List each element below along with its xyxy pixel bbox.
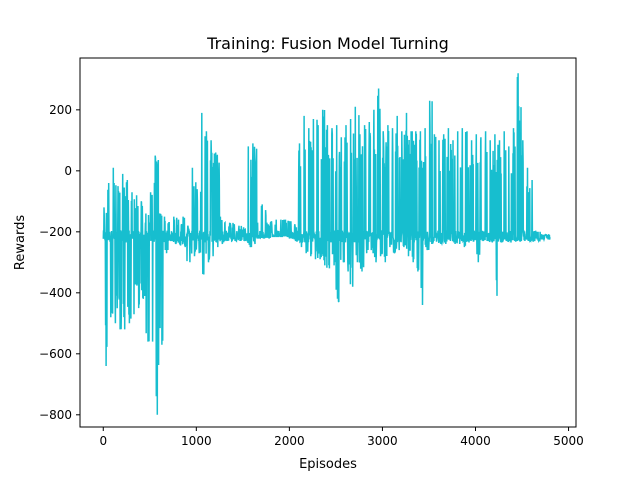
y-tick-label: 0 <box>64 164 72 178</box>
x-tick-label: 1000 <box>181 434 212 448</box>
plot-data <box>102 73 551 415</box>
x-tick-label: 2000 <box>274 434 305 448</box>
x-tick-label: 0 <box>99 434 107 448</box>
y-axis-ticks: −800 −600 −400 −200 0 200 <box>39 103 80 422</box>
y-tick-label: −400 <box>39 286 72 300</box>
x-tick-label: 3000 <box>367 434 398 448</box>
y-tick-label: −200 <box>39 225 72 239</box>
x-axis-label: Episodes <box>299 457 357 472</box>
rewards-series-line <box>102 73 551 415</box>
y-axis-label: Rewards <box>13 215 28 270</box>
x-tick-label: 5000 <box>553 434 584 448</box>
y-tick-label: −600 <box>39 347 72 361</box>
y-tick-label: −800 <box>39 408 72 422</box>
plot-frame <box>79 57 577 428</box>
y-tick-label: 200 <box>49 103 72 117</box>
x-tick-label: 4000 <box>460 434 491 448</box>
x-axis-ticks: 0 1000 2000 3000 4000 5000 <box>99 427 584 448</box>
chart-title: Training: Fusion Model Turning <box>206 34 449 53</box>
